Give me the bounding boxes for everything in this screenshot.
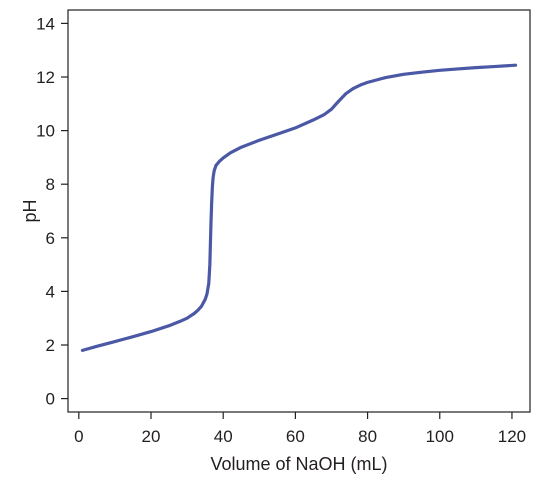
x-tick-label: 40 [214,427,233,446]
x-tick-label: 0 [74,427,83,446]
y-tick-label: 0 [46,390,55,409]
plot-frame [67,9,531,413]
x-tick-label: 100 [426,427,454,446]
x-tick-label: 120 [498,427,526,446]
y-tick-label: 14 [36,14,55,33]
x-axis-ticks: 0 20 40 60 80 100 120 [74,412,526,446]
y-tick-label: 12 [36,68,55,87]
x-tick-label: 80 [358,427,377,446]
y-tick-label: 2 [46,336,55,355]
y-tick-label: 4 [46,282,55,301]
y-tick-label: 8 [46,175,55,194]
y-axis-ticks: 0 2 4 6 8 10 12 14 [36,14,68,409]
x-tick-label: 60 [286,427,305,446]
y-tick-label: 10 [36,122,55,141]
y-axis-title: pH [20,199,40,222]
x-axis-title: Volume of NaOH (mL) [210,454,387,474]
y-tick-label: 6 [46,229,55,248]
x-tick-label: 20 [142,427,161,446]
series-line [80,63,518,352]
